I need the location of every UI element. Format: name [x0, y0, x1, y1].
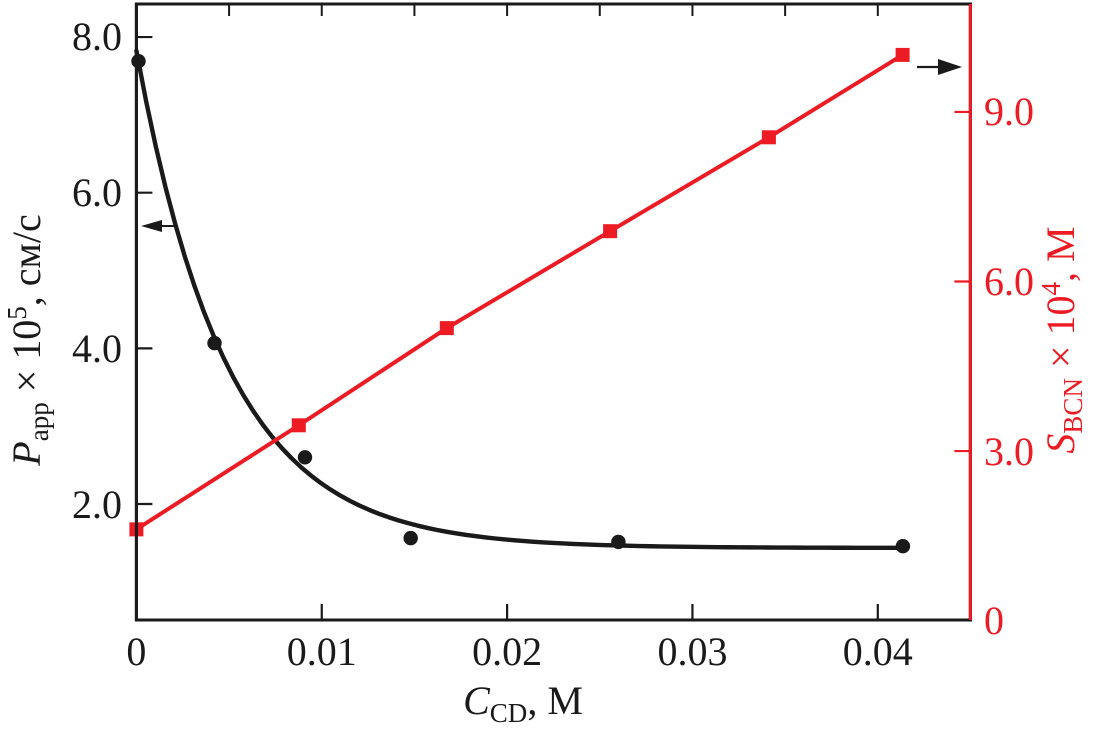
- svg-text:8.0: 8.0: [72, 14, 122, 59]
- svg-text:3.0: 3.0: [984, 429, 1034, 474]
- svg-text:SBCN × 104, M: SBCN × 104, M: [1036, 226, 1088, 453]
- svg-text:CCD, M: CCD, M: [463, 678, 583, 728]
- svg-text:0.02: 0.02: [472, 629, 542, 674]
- svg-text:2.0: 2.0: [72, 482, 122, 527]
- svg-text:4.0: 4.0: [72, 326, 122, 371]
- svg-text:0: 0: [984, 598, 1004, 643]
- svg-text:0.01: 0.01: [287, 629, 357, 674]
- svg-text:Papp × 105, см/с: Papp × 105, см/с: [2, 214, 54, 466]
- svg-text:0.04: 0.04: [843, 629, 913, 674]
- svg-text:6.0: 6.0: [72, 170, 122, 215]
- svg-text:0.03: 0.03: [657, 629, 727, 674]
- svg-text:9.0: 9.0: [984, 89, 1034, 134]
- svg-text:0: 0: [126, 629, 146, 674]
- svg-text:6.0: 6.0: [984, 259, 1034, 304]
